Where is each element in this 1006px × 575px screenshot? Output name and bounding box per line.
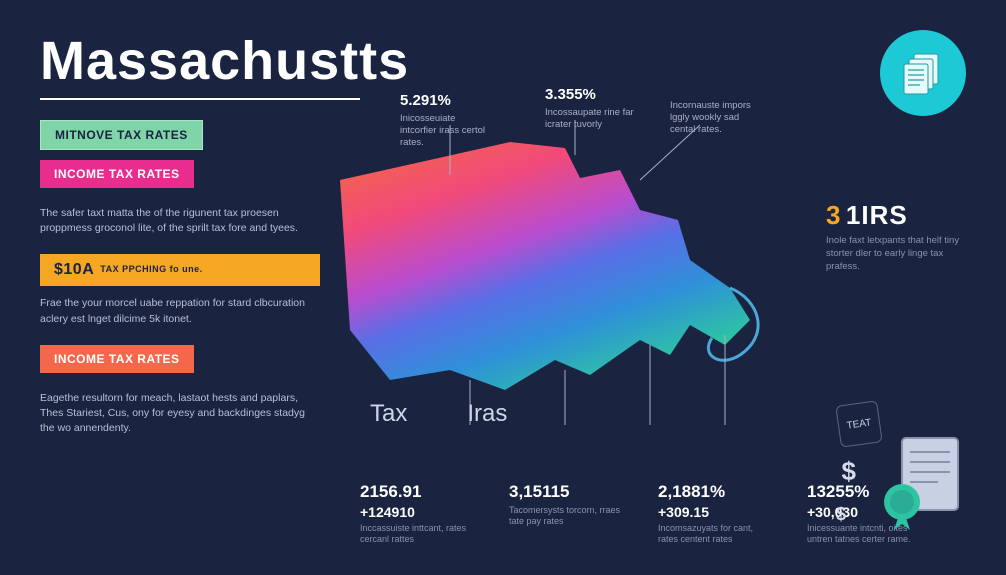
callout-topfar: Incornauste impors lggly wookly sad cent… xyxy=(670,100,762,136)
callout-text: Incornauste impors lggly wookly sad cent… xyxy=(670,100,751,135)
label-iras: Iras xyxy=(467,400,507,428)
left-column: MITNOVE TAX RATES INCOME TAX RATES The s… xyxy=(40,120,320,455)
stat-value: 2,1881% xyxy=(658,482,773,502)
stat-delta: +309.15 xyxy=(658,504,773,520)
title-divider xyxy=(40,98,360,100)
tag-mitnove: MITNOVE TAX RATES xyxy=(40,120,203,150)
documents-icon xyxy=(880,30,966,116)
irs-desc: Inole faxt letxpants that helf tiny stor… xyxy=(826,235,966,273)
irs-label: 1IRS xyxy=(846,200,908,230)
stat-3: 2,1881% +309.15 Incomsazuyats for cant, … xyxy=(658,482,773,546)
map-bottom-labels: Tax Iras xyxy=(370,400,507,428)
stat-value: 2156.91 xyxy=(360,482,475,502)
blurb-income-2: Eagethe resultorn for meach, lastaot hes… xyxy=(40,391,320,437)
document-seal-icon xyxy=(880,430,970,535)
page-title: Massachustts xyxy=(40,30,966,92)
tag-income-2: INCOME TAX RATES xyxy=(40,345,194,373)
irs-num: 3 xyxy=(826,200,841,230)
label-tax: Tax xyxy=(370,400,407,428)
callout-pct: 3.355% xyxy=(545,86,637,105)
badge-icon: TEAT xyxy=(835,400,882,447)
stat-value: 3,15115 xyxy=(509,482,624,502)
callout-text: Incossaupate rine far icrater tuvorly xyxy=(545,107,634,130)
blurb-price: Frae the your morcel uabe reppation for … xyxy=(40,296,320,326)
stat-delta: +124910 xyxy=(360,504,475,520)
tag-price-sub: TAX PPCHING fo une. xyxy=(100,265,202,275)
dollar-icon: $ xyxy=(836,504,846,525)
tag-income-1: INCOME TAX RATES xyxy=(40,160,194,188)
stat-desc: Tacomersysts torcorn, rraes tate pay rat… xyxy=(509,505,624,528)
tag-price-amount: $10A xyxy=(54,261,94,279)
stat-2: 3,15115 Tacomersysts torcorn, rraes tate… xyxy=(509,482,624,546)
tag-price: $10A TAX PPCHING fo une. xyxy=(40,254,320,286)
dollar-icon: $ xyxy=(842,456,856,487)
callout-pct: 5.291% xyxy=(400,92,492,111)
callout-text: Inicosseuiate intcorfier irass certol ra… xyxy=(400,113,485,148)
right-panel: 3 1IRS Inole faxt letxpants that helf ti… xyxy=(826,200,966,273)
stat-desc: Incomsazuyats for cant, rates centent ra… xyxy=(658,523,773,546)
callout-topright: 3.355% Incossaupate rine far icrater tuv… xyxy=(545,86,637,131)
stat-1: 2156.91 +124910 Inccassuiste inttcant, r… xyxy=(360,482,475,546)
callout-topleft: 5.291% Inicosseuiate intcorfier irass ce… xyxy=(400,92,492,148)
stat-desc: Inccassuiste inttcant, rates cercanl rat… xyxy=(360,523,475,546)
blurb-income-1: The safer taxt matta the of the rigunent… xyxy=(40,206,320,236)
